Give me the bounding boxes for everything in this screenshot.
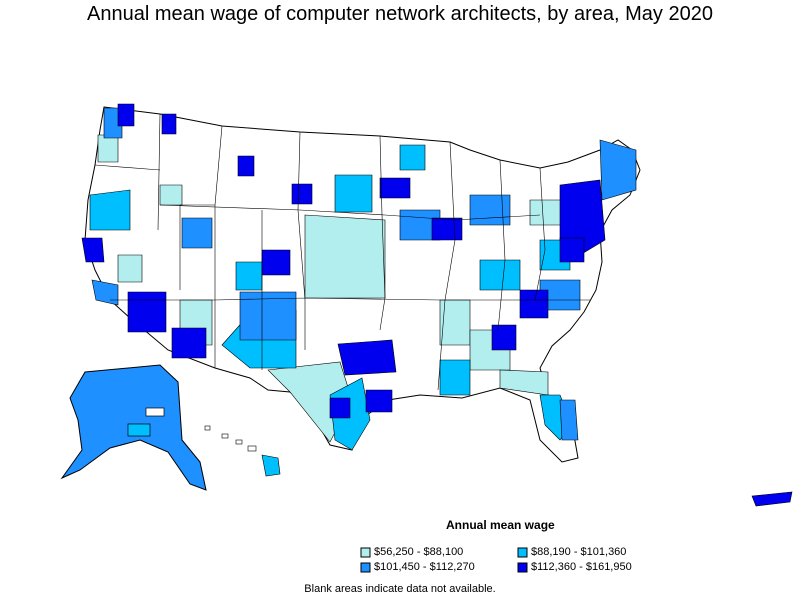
- wage-regions: [81, 103, 637, 451]
- legend-swatches: [360, 547, 528, 573]
- legend-title: Annual mean wage: [446, 518, 555, 532]
- legend-item-2: $88,190 - $101,360: [531, 546, 626, 558]
- map-title: Annual mean wage of computer network arc…: [87, 3, 713, 25]
- puerto-rico: [751, 491, 793, 507]
- legend-item-3: $101,450 - $112,270: [374, 561, 475, 573]
- hawaii-islands: [204, 425, 281, 477]
- legend-item-4: $112,360 - $161,950: [531, 561, 632, 573]
- legend-swatch-4: [517, 562, 528, 573]
- legend-label-4: $112,360 - $161,950: [531, 561, 632, 573]
- legend-swatch-3: [360, 562, 371, 573]
- alaska-blank-area: [145, 407, 165, 417]
- blank-areas-note: Blank areas indicate data not available.: [304, 583, 496, 595]
- legend-item-1: $56,250 - $88,100: [374, 546, 463, 558]
- alaska-teal-area: [127, 423, 151, 437]
- state-borders: [94, 113, 590, 391]
- legend-label-3: $101,450 - $112,270: [374, 561, 475, 573]
- legend-label-1: $56,250 - $88,100: [374, 546, 464, 558]
- legend-swatch-2: [517, 547, 528, 558]
- legend-swatch-1: [360, 547, 371, 558]
- legend-label-2: $88,190 - $101,360: [531, 546, 627, 558]
